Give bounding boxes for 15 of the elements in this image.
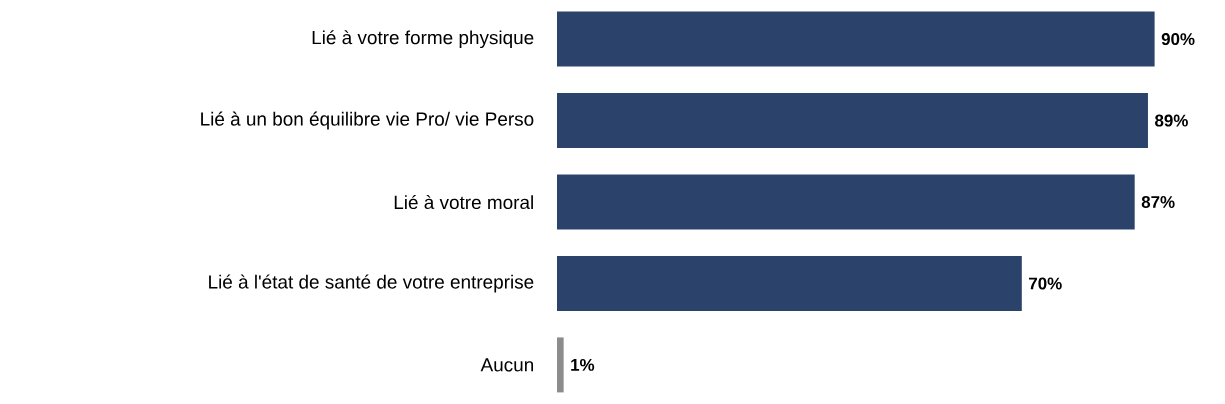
y-tick-label: Lié à un bon équilibre vie Pro/ vie Perso [201, 111, 534, 130]
bar [557, 174, 1135, 230]
bar [557, 337, 564, 393]
data-label: 1% [571, 358, 595, 371]
data-label: 89% [1155, 114, 1188, 127]
data-label: 70% [1029, 277, 1062, 290]
bar [557, 255, 1022, 311]
y-tick-label: Lié à votre moral [394, 194, 533, 210]
data-label: 87% [1141, 196, 1175, 209]
y-tick-label: Lié à votre forme physique [312, 30, 534, 49]
data-label: 90% [1161, 33, 1195, 46]
y-tick-label: Aucun [480, 358, 534, 372]
y-tick-label: Lié à l'état de santé de votre entreprise [209, 274, 534, 293]
bar [557, 11, 1155, 67]
bar [557, 93, 1148, 149]
